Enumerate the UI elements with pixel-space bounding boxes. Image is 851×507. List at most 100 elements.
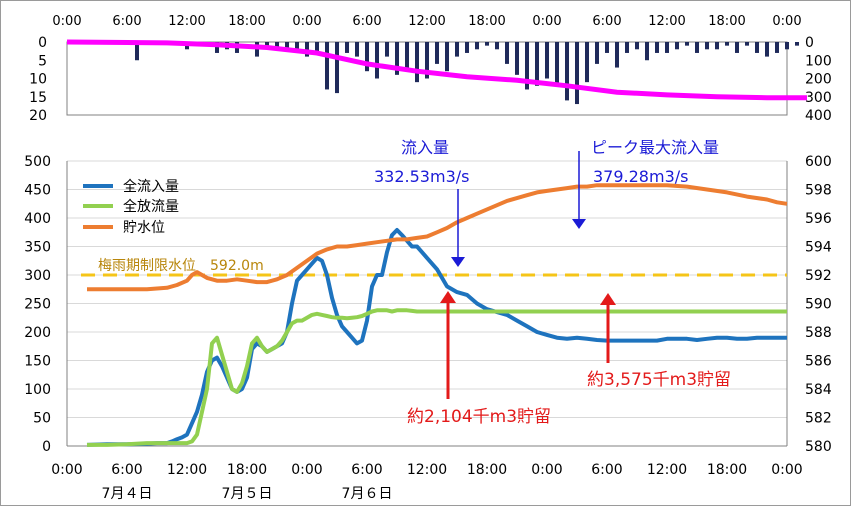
x-tick-label: 18:00 <box>467 462 507 478</box>
rainfall-bar <box>525 42 529 90</box>
rainfall-x-ticks: 0:00 6:00 12:00 18:00 0:00 6:00 12:00 18:00 0:00… <box>52 14 801 29</box>
series-line-outflow <box>87 308 787 447</box>
series-line-inflow <box>86 228 787 447</box>
rainfall-x-tick-label: 0:00 <box>52 14 81 29</box>
y-left-tick-label: 450 <box>24 183 51 199</box>
rainfall-bar <box>505 42 509 64</box>
rainfall-bar <box>465 42 469 53</box>
rainfall-bar <box>545 42 549 79</box>
rainfall-bar <box>795 42 799 46</box>
rainfall-bar <box>695 42 699 53</box>
rainfall-bar <box>325 42 329 90</box>
rainfall-bar <box>555 42 559 86</box>
rainfall-y-left-tick-label: 15 <box>29 90 47 106</box>
x-tick-label: 12:00 <box>647 462 687 478</box>
rainfall-bar <box>605 42 609 53</box>
rainfall-bar <box>435 42 439 64</box>
main-date-labels: 7月４日 7月５日 7月６日 <box>102 486 393 502</box>
y-right-tick-label: 582 <box>805 411 832 427</box>
rainfall-bars <box>135 42 799 105</box>
rainfall-bar <box>335 42 339 94</box>
y-left-tick-label: 500 <box>24 154 51 170</box>
rainfall-x-tick-label: 18:00 <box>708 14 745 29</box>
y-left-tick-label: 300 <box>24 268 51 284</box>
rainfall-y-right-tick-label: 100 <box>805 53 832 69</box>
rainfall-bar <box>135 42 139 61</box>
y-right-tick-label: 598 <box>805 183 832 199</box>
rainfall-bar <box>315 42 319 53</box>
rainfall-bar <box>575 42 579 105</box>
y-right-tick-label: 580 <box>805 439 832 455</box>
y-left-tick-label: 50 <box>33 411 51 427</box>
annotation-storage2-arrowhead <box>600 293 616 305</box>
rainfall-x-tick-label: 12:00 <box>168 14 205 29</box>
rainfall-bar <box>415 42 419 83</box>
y-right-tick-label: 586 <box>805 354 832 370</box>
annotation-inflow-title: 流入量 <box>401 138 449 157</box>
rainfall-y-left-tick-label: 20 <box>29 108 47 124</box>
y-right-tick-label: 588 <box>805 325 832 341</box>
rainfall-bar <box>375 42 379 79</box>
rainfall-y-right-tick-label: 0 <box>805 35 814 51</box>
rainfall-bar <box>405 42 409 68</box>
y-right-tick-label: 590 <box>805 297 832 313</box>
rainfall-x-tick-label: 0:00 <box>292 14 321 29</box>
rainfall-bar <box>655 42 659 53</box>
rainfall-bar <box>385 42 389 57</box>
rainfall-x-tick-label: 6:00 <box>592 14 621 29</box>
rainfall-bar <box>515 42 519 75</box>
rainfall-bar <box>775 42 779 53</box>
x-tick-label: 0:00 <box>771 462 802 478</box>
rainfall-bar <box>735 42 739 53</box>
x-tick-label: 0:00 <box>51 462 82 478</box>
legend-label-outflow: 全放流量 <box>123 198 179 215</box>
y-left-tick-label: 0 <box>42 439 51 455</box>
rainfall-bar <box>755 42 759 53</box>
rainfall-bar <box>715 42 719 50</box>
rainfall-x-tick-label: 6:00 <box>352 14 381 29</box>
x-tick-label: 18:00 <box>227 462 267 478</box>
y-right-tick-label: 596 <box>805 211 832 227</box>
annotation-storage1-arrowhead <box>440 291 456 303</box>
main-panel: 0 50 100 150 200 250 300 350 400 450 500 580 582 584… <box>24 138 832 502</box>
rainfall-bar <box>595 42 599 64</box>
y-left-tick-label: 250 <box>24 297 51 313</box>
rainfall-bar <box>475 42 479 50</box>
main-y-right-ticks: 580 582 584 586 588 590 592 594 596 598 600 <box>805 154 832 455</box>
rainfall-y-right-tick-label: 300 <box>805 90 832 106</box>
y-left-tick-label: 350 <box>24 240 51 256</box>
rainfall-x-tick-label: 0:00 <box>772 14 801 29</box>
rainfall-x-tick-label: 18:00 <box>228 14 265 29</box>
rainfall-bar <box>365 42 369 72</box>
legend-label-inflow: 全流入量 <box>123 178 179 195</box>
main-grid <box>67 160 787 418</box>
annotation-inflow-value: 332.53m3/s <box>374 167 469 186</box>
annotation-inflow-arrowhead <box>451 257 465 267</box>
rainfall-y-right-tick-label: 200 <box>805 72 832 88</box>
date-label: 7月４日 <box>102 486 153 502</box>
y-left-tick-label: 200 <box>24 325 51 341</box>
rainfall-x-tick-label: 12:00 <box>408 14 445 29</box>
rainfall-bar <box>305 42 309 57</box>
annotation-storage2-label: 約3,575千m3貯留 <box>587 370 731 390</box>
rainfall-bar <box>765 42 769 57</box>
rainfall-bar <box>455 42 459 57</box>
rainfall-bar <box>495 42 499 50</box>
annotations: 流入量 332.53m3/s ピーク最大流入量 379.28m3/s 約2,10… <box>374 138 731 427</box>
annotation-peak-title: ピーク最大流入量 <box>591 138 719 157</box>
rainfall-bar <box>745 42 749 46</box>
y-right-tick-label: 594 <box>805 240 832 256</box>
rainfall-bar <box>685 42 689 46</box>
series-line-water-level <box>87 183 788 292</box>
rainfall-bar <box>355 42 359 57</box>
rainfall-bar <box>285 42 289 50</box>
rainfall-bar <box>395 42 399 75</box>
main-x-ticks: 0:00 6:00 12:00 18:00 0:00 6:00 12:00 18:00 0:00… <box>51 462 802 478</box>
x-tick-label: 0:00 <box>531 462 562 478</box>
rainfall-y-right-ticks: 0 100 200 300 400 <box>805 35 832 124</box>
rainfall-bar <box>725 42 729 46</box>
rainfall-x-tick-label: 12:00 <box>648 14 685 29</box>
annotation-peak-value: 379.28m3/s <box>593 167 688 186</box>
